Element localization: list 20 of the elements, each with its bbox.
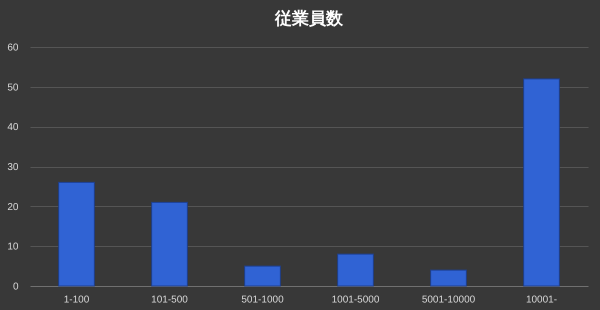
bar <box>523 78 560 286</box>
y-tick-label: 60 <box>7 42 19 54</box>
x-tick-label: 501-1000 <box>241 294 284 306</box>
bar <box>337 254 374 286</box>
x-tick-label: 10001- <box>526 294 558 306</box>
y-tick-label: 30 <box>7 162 19 173</box>
x-tick-label: 1-100 <box>64 294 90 306</box>
y-tick-label: 10 <box>7 242 19 253</box>
bar <box>430 270 467 286</box>
x-tick-label: 1001-5000 <box>332 294 380 306</box>
y-tick-label: 20 <box>7 202 19 213</box>
bar <box>244 266 281 286</box>
x-tick-label: 5001-10000 <box>422 294 476 306</box>
y-tick-label: 50 <box>7 82 19 94</box>
bar <box>151 202 188 286</box>
x-tick-label: 101-500 <box>151 294 188 306</box>
bar <box>58 182 95 286</box>
y-tick-label: 0 <box>12 282 19 292</box>
y-tick-label: 40 <box>7 122 19 134</box>
chart-title: 従業員数 <box>274 9 344 29</box>
